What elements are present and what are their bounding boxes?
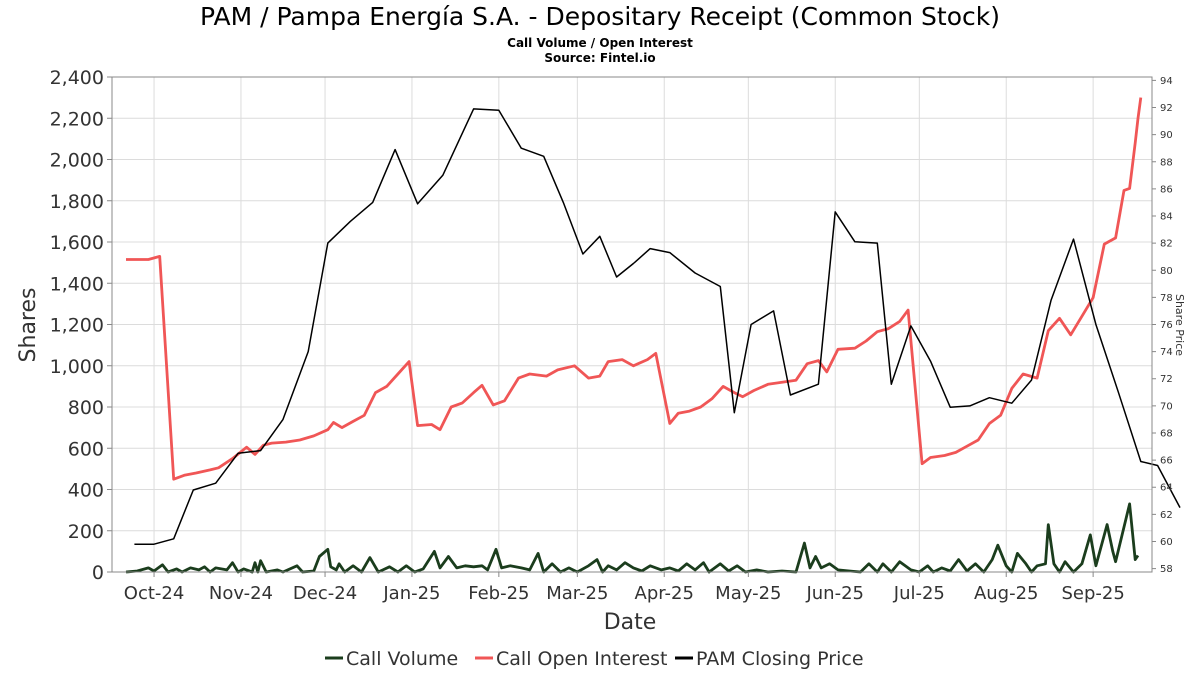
y-tick-label: 1,200 (50, 315, 104, 337)
legend: Call Volume Call Open Interest PAM Closing… (325, 648, 864, 670)
y-tick-label: 1,800 (50, 191, 104, 213)
y2-tick-label: 72 (1160, 374, 1173, 385)
x-tick-label: Jan-25 (382, 583, 440, 604)
chart-subtitle: Call Volume / Open Interest (507, 36, 693, 50)
y-tick-label: 1,400 (50, 273, 104, 295)
y-tick-label: 800 (68, 397, 104, 419)
x-axis-title: Date (604, 610, 657, 635)
x-tick-label: Dec-24 (293, 583, 357, 604)
y-axis-title: Shares (16, 288, 41, 363)
y2-tick-label: 62 (1160, 510, 1173, 521)
y2-tick-label: 64 (1160, 483, 1173, 494)
y-tick-label: 600 (68, 438, 104, 460)
y2-tick-label: 82 (1160, 239, 1173, 250)
y2-tick-label: 80 (1160, 266, 1173, 277)
y2-tick-label: 88 (1160, 157, 1173, 168)
y2-tick-label: 58 (1160, 564, 1173, 575)
y-tick-label: 2,400 (50, 67, 104, 89)
x-tick-label: May-25 (715, 583, 781, 604)
y2-tick-label: 76 (1160, 320, 1173, 331)
series-line-call-open-interest (126, 97, 1143, 481)
y-tick-label: 2,200 (50, 108, 104, 130)
y2-tick-label: 78 (1160, 293, 1173, 304)
x-tick-label: Jun-25 (805, 583, 864, 604)
y2-tick-label: 86 (1160, 184, 1173, 195)
axis-layer: 0 200 400 600 800 1,000 1,200 1,400 1,600 1,800 2,… (50, 67, 1173, 604)
series-layer (125, 97, 1181, 574)
x-tick-label: Mar-25 (546, 583, 608, 604)
x-tick-label: Sep-25 (1061, 583, 1124, 604)
y2-tick-label: 70 (1160, 401, 1173, 412)
legend-label: Call Volume (346, 648, 458, 670)
y2-tick-label: 74 (1160, 347, 1173, 358)
chart-source: Source: Fintel.io (544, 51, 656, 65)
y-tick-label: 1,600 (50, 232, 104, 254)
series-line-call-volume (125, 502, 1140, 574)
x-tick-label: Jul-25 (893, 583, 945, 604)
y2-tick-label: 60 (1160, 537, 1173, 548)
legend-label: PAM Closing Price (696, 648, 864, 670)
y2-tick-label: 94 (1160, 76, 1173, 87)
y2-axis-title: Share Price (1173, 294, 1186, 356)
x-tick-label: Nov-24 (209, 583, 273, 604)
chart-title: PAM / Pampa Energía S.A. - Depositary Re… (200, 2, 1000, 31)
y-tick-label: 2,000 (50, 150, 104, 172)
y2-tick-label: 84 (1160, 212, 1173, 223)
y2-tick-label: 68 (1160, 428, 1173, 439)
x-tick-label: Apr-25 (635, 583, 694, 604)
y-tick-label: 0 (92, 562, 104, 584)
y-tick-label: 200 (68, 521, 104, 543)
y2-tick-label: 66 (1160, 456, 1173, 467)
y-tick-label: 1,000 (50, 356, 104, 378)
x-tick-label: Aug-25 (974, 583, 1039, 604)
legend-label: Call Open Interest (496, 648, 668, 670)
grid-layer (112, 76, 1152, 573)
series-line-pam-closing-price (134, 108, 1181, 545)
x-tick-label: Feb-25 (468, 583, 529, 604)
y2-tick-label: 92 (1160, 103, 1173, 114)
x-tick-label: Oct-24 (124, 583, 185, 604)
y2-tick-label: 90 (1160, 130, 1173, 141)
y-tick-label: 400 (68, 480, 104, 502)
